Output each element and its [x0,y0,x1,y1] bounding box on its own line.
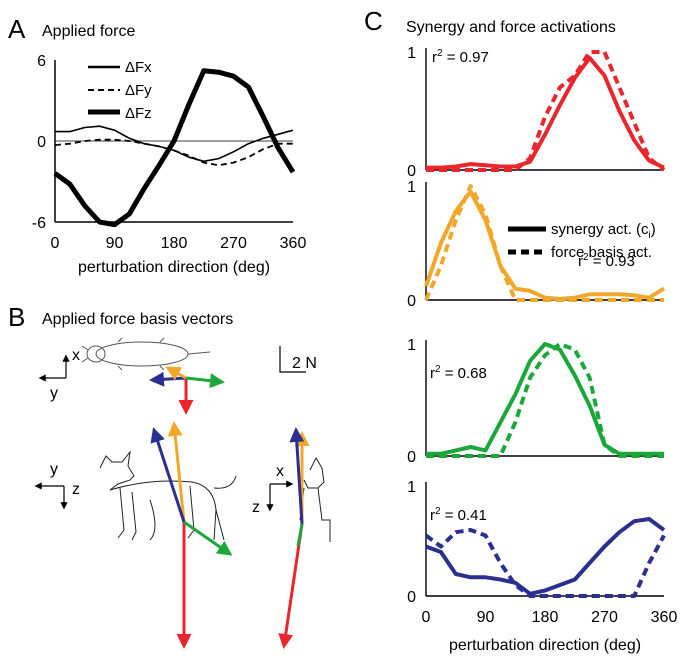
panel-b-title: Applied force basis vectors [42,311,233,328]
subplot-ytick-1: 1 [407,479,416,496]
panel-a-title: Applied force [42,23,135,40]
r-squared-label: r2 = 0.68 [430,364,487,382]
legend-label-fx: ΔFx [125,59,152,76]
panel-a-letter: A [8,14,26,44]
panel-c-xtick: 270 [591,609,618,626]
panel-a-ytick: -6 [32,215,46,232]
cat-side-view-drawing [99,450,237,541]
force-basis-activation-line [424,528,666,598]
front-vector-green [296,523,304,547]
force-basis-activation-line [424,184,664,302]
front-axis-z-label: z [252,499,260,516]
subplot-ytick-1: 1 [407,337,416,354]
legend-label-synergy: synergy act. (ci) [551,221,656,241]
r-squared-label: r2 = 0.97 [432,48,489,66]
scale-bar: 2 N [279,346,317,373]
front-view-vectors [278,427,310,649]
subplot-ytick-1: 1 [407,179,416,196]
side-view-vectors [150,421,233,649]
top-view-axes: x y [38,347,80,402]
activation-subplot: 1 0 r2 = 0.68 [407,337,664,466]
r-squared-label: r2 = 0.41 [430,506,487,524]
panel-a-xlabel: perturbation direction (deg) [78,259,270,276]
top-vector-orange [165,366,187,381]
panel-c-title: Synergy and force activations [406,19,616,36]
panel-a-series-line-3 [53,68,296,228]
subplot-ytick-1: 1 [407,45,416,62]
scale-bar-label: 2 N [292,355,317,372]
panel-a-legend: ΔFx ΔFy ΔFz [88,59,152,122]
side-view-axes: y z [34,461,80,510]
subplot-ytick-0: 0 [407,589,416,606]
activation-subplot: 1 0 r2 = 0.41 [407,479,666,606]
side-vector-blue [150,427,186,523]
activation-subplot: 1 0 r2 = 0.97 [407,45,666,180]
top-vector-green [185,373,225,389]
top-axis-y-label: y [50,385,58,402]
front-axis-x-label: x [276,463,284,480]
panel-c-xtick: 180 [532,609,559,626]
panel-c-xtick: 0 [422,609,431,626]
subplot-ytick-0: 0 [407,293,416,310]
panel-a-xticks: 0 90 180 270 360 [51,235,307,252]
panel-b-letter: B [8,302,25,332]
side-axis-y-label: y [50,461,58,478]
panel-c-xtick: 90 [477,609,495,626]
panel-a-series [53,68,296,228]
panel-a-xtick: 180 [161,235,188,252]
side-vector-orange [167,421,186,523]
top-vector-blue [149,371,187,387]
panel-a-ytick: 0 [37,134,46,151]
activation-subplot: 1 0 r2 = 0.93 [407,179,666,310]
panel-a-xtick: 0 [51,235,60,252]
panel-c-xtick: 360 [651,609,678,626]
front-vector-blue [289,427,305,525]
side-vector-green [183,520,233,556]
subplot-ytick-0: 0 [407,449,416,466]
panel-a-series-line-2 [54,138,293,167]
synergy-activation-line [425,517,666,596]
panel-c-xticks: 0 90 180 270 360 [422,609,678,626]
panel-c-xlabel: perturbation direction (deg) [449,637,641,654]
panel-a: A Applied force 6 0 -6 0 90 180 270 360 pert… [8,14,306,276]
legend-label-fz: ΔFz [125,105,152,122]
legend-label-fy: ΔFy [125,82,152,99]
panel-a-ytick: 6 [37,53,46,70]
cat-front-view-drawing [299,456,331,542]
top-axis-x-label: x [72,347,80,364]
subplot-ytick-0: 0 [407,163,416,180]
panel-c-legend: synergy act. (ci) force basis act. [508,221,656,261]
force-basis-activation-line [426,50,666,172]
panel-c-letter: C [364,6,383,36]
panel-a-xtick: 270 [220,235,247,252]
synergy-activation-line [426,55,665,170]
top-view-vectors [149,366,225,415]
cat-top-view-drawing [81,337,211,371]
panel-a-xtick: 360 [280,235,307,252]
panel-b: B Applied force basis vectors x y 2 [8,302,331,649]
force-basis-activation-line [426,342,664,458]
panel-a-xtick: 90 [106,235,124,252]
synergy-activation-line [426,342,664,456]
r-squared-label: r2 = 0.93 [578,252,635,270]
side-axis-z-label: z [72,481,80,498]
front-view-axes: x z [252,463,294,516]
legend-label-force: force basis act. [551,244,652,261]
